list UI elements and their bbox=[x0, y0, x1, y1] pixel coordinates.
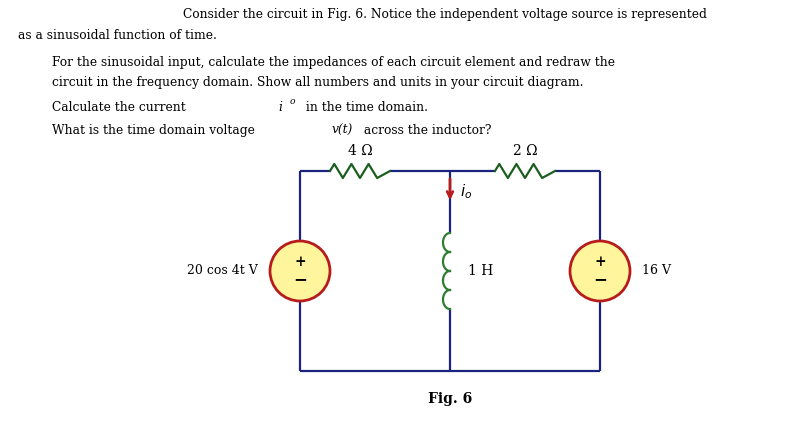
Text: as a sinusoidal function of time.: as a sinusoidal function of time. bbox=[18, 29, 217, 42]
Text: in the time domain.: in the time domain. bbox=[302, 101, 427, 114]
Text: 1 H: 1 H bbox=[467, 264, 492, 278]
Text: +: + bbox=[593, 255, 605, 269]
Text: What is the time domain voltage: What is the time domain voltage bbox=[52, 124, 259, 137]
Text: 16 V: 16 V bbox=[642, 264, 671, 277]
Text: 4 Ω: 4 Ω bbox=[347, 144, 372, 158]
Text: Fig. 6: Fig. 6 bbox=[427, 392, 471, 406]
Text: −: − bbox=[293, 272, 307, 289]
Text: o: o bbox=[290, 97, 296, 106]
Text: 2 Ω: 2 Ω bbox=[512, 144, 536, 158]
Circle shape bbox=[569, 241, 630, 301]
Text: Consider the circuit in Fig. 6. Notice the independent voltage source is represe: Consider the circuit in Fig. 6. Notice t… bbox=[183, 8, 706, 21]
Text: −: − bbox=[593, 272, 606, 289]
Text: circuit in the frequency domain. Show all numbers and units in your circuit diag: circuit in the frequency domain. Show al… bbox=[52, 76, 583, 89]
Text: Calculate the current: Calculate the current bbox=[52, 101, 190, 114]
Text: $i_o$: $i_o$ bbox=[459, 182, 471, 201]
Text: For the sinusoidal input, calculate the impedances of each circuit element and r: For the sinusoidal input, calculate the … bbox=[52, 56, 614, 69]
Text: across the inductor?: across the inductor? bbox=[360, 124, 491, 137]
Text: 20 cos 4t V: 20 cos 4t V bbox=[187, 264, 258, 277]
Text: i: i bbox=[278, 101, 282, 114]
Text: +: + bbox=[294, 255, 305, 269]
Text: v(t): v(t) bbox=[332, 124, 353, 137]
Circle shape bbox=[270, 241, 329, 301]
